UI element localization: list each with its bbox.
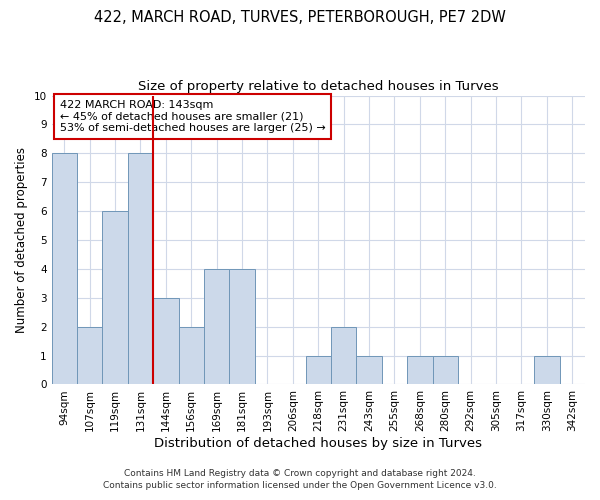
Bar <box>52 154 77 384</box>
Bar <box>305 356 331 384</box>
Y-axis label: Number of detached properties: Number of detached properties <box>15 147 28 333</box>
Bar <box>331 326 356 384</box>
Bar <box>534 356 560 384</box>
X-axis label: Distribution of detached houses by size in Turves: Distribution of detached houses by size … <box>154 437 482 450</box>
Bar <box>204 269 229 384</box>
Text: 422 MARCH ROAD: 143sqm
← 45% of detached houses are smaller (21)
53% of semi-det: 422 MARCH ROAD: 143sqm ← 45% of detached… <box>59 100 325 133</box>
Bar <box>153 298 179 384</box>
Bar <box>356 356 382 384</box>
Title: Size of property relative to detached houses in Turves: Size of property relative to detached ho… <box>138 80 499 93</box>
Bar <box>128 154 153 384</box>
Text: Contains HM Land Registry data © Crown copyright and database right 2024.
Contai: Contains HM Land Registry data © Crown c… <box>103 468 497 490</box>
Bar <box>229 269 255 384</box>
Bar <box>407 356 433 384</box>
Bar <box>433 356 458 384</box>
Bar <box>77 326 103 384</box>
Bar <box>103 211 128 384</box>
Text: 422, MARCH ROAD, TURVES, PETERBOROUGH, PE7 2DW: 422, MARCH ROAD, TURVES, PETERBOROUGH, P… <box>94 10 506 25</box>
Bar <box>179 326 204 384</box>
